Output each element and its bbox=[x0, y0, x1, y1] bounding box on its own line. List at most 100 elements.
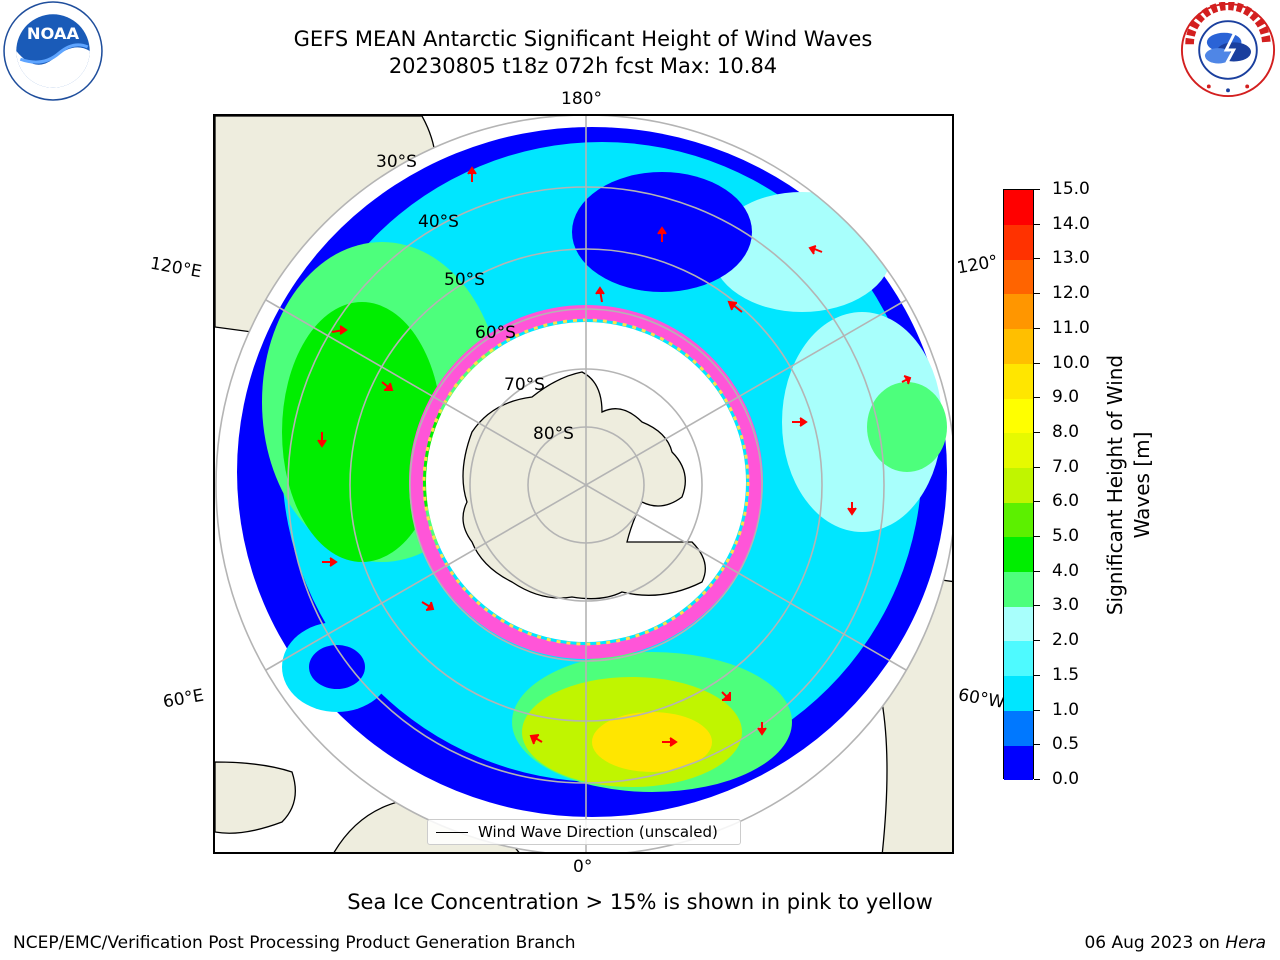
colorbar-tick-label: 12.0 bbox=[1052, 283, 1090, 304]
lon-label-60e: 60°E bbox=[161, 685, 206, 713]
arrow bbox=[792, 417, 808, 427]
arrow bbox=[901, 375, 912, 385]
legend-line-swatch bbox=[436, 832, 468, 833]
colorbar-tick bbox=[1034, 709, 1040, 711]
sea-ice-note: Sea Ice Concentration > 15% is shown in … bbox=[347, 890, 933, 914]
colorbar-tick-label: 6.0 bbox=[1052, 491, 1080, 512]
colorbar-segment bbox=[1004, 502, 1033, 538]
colorbar-segment bbox=[1004, 745, 1033, 781]
colorbar-segment bbox=[1004, 259, 1033, 295]
lat-label-40s: 40°S bbox=[418, 212, 459, 232]
colorbar-tick bbox=[1034, 327, 1040, 329]
wind-wave-arrows bbox=[317, 166, 912, 747]
lat-label-30s: 30°S bbox=[376, 152, 417, 172]
lat-label-50s: 50°S bbox=[444, 270, 485, 290]
arrow bbox=[331, 325, 348, 335]
lon-label-120w: 120° bbox=[955, 251, 1000, 279]
lon-label-180: 180° bbox=[561, 89, 602, 109]
colorbar-segment bbox=[1004, 641, 1033, 677]
colorbar-tick-label: 11.0 bbox=[1052, 317, 1090, 338]
colorbar-title-line2: Waves [m] bbox=[1130, 431, 1154, 539]
colorbar-segment bbox=[1004, 398, 1033, 434]
colorbar-tick bbox=[1034, 536, 1040, 538]
colorbar-segment bbox=[1004, 363, 1033, 399]
arrow bbox=[657, 226, 667, 242]
colorbar-tick-label: 1.5 bbox=[1052, 664, 1080, 685]
arrow bbox=[529, 734, 543, 745]
arrow bbox=[467, 166, 477, 182]
colorbar-tick bbox=[1034, 570, 1040, 572]
colorbar-tick bbox=[1034, 397, 1040, 399]
arrow bbox=[381, 381, 394, 391]
colorbar-tick bbox=[1034, 466, 1040, 468]
arrow bbox=[727, 300, 743, 313]
arrow bbox=[317, 432, 327, 448]
chart-title: GEFS MEAN Antarctic Significant Height o… bbox=[293, 27, 873, 51]
colorbar-tick bbox=[1034, 501, 1040, 503]
colorbar-tick bbox=[1034, 293, 1040, 295]
colorbar-tick-label: 8.0 bbox=[1052, 421, 1080, 442]
chart-subtitle: 20230805 t18z 072h fcst Max: 10.84 bbox=[388, 54, 778, 78]
colorbar-segment bbox=[1004, 467, 1033, 503]
map-panel bbox=[213, 114, 954, 854]
lon-label-0: 0° bbox=[573, 857, 593, 877]
graticule bbox=[215, 116, 952, 852]
colorbar-tick bbox=[1034, 362, 1040, 364]
noaa-logo-text: NOAA bbox=[27, 24, 80, 43]
colorbar-tick-label: 2.0 bbox=[1052, 630, 1080, 651]
lon-label-120e: 120°E bbox=[148, 253, 204, 283]
colorbar-tick bbox=[1034, 779, 1040, 780]
footer-date-text: 06 Aug 2023 on bbox=[1084, 933, 1226, 953]
colorbar-tick-label: 4.0 bbox=[1052, 560, 1080, 581]
colorbar-tick-label: 15.0 bbox=[1052, 179, 1090, 199]
colorbar-tick bbox=[1034, 431, 1040, 433]
colorbar-tick-label: 7.0 bbox=[1052, 456, 1080, 477]
colorbar-segment bbox=[1004, 294, 1033, 330]
colorbar-segment bbox=[1004, 606, 1033, 642]
arrow bbox=[721, 691, 731, 701]
colorbar-segment bbox=[1004, 432, 1033, 468]
footer-branch: NCEP/EMC/Verification Post Processing Pr… bbox=[13, 933, 576, 953]
colorbar-segment bbox=[1004, 710, 1033, 746]
colorbar-segment bbox=[1004, 328, 1033, 364]
lon-label-60w: 60°W bbox=[956, 685, 1007, 713]
colorbar bbox=[1003, 189, 1034, 781]
africa-land bbox=[215, 761, 296, 834]
colorbar-tick-label: 0.5 bbox=[1052, 734, 1080, 755]
footer-machine: Hera bbox=[1225, 933, 1266, 953]
colorbar-tick-label: 10.0 bbox=[1052, 352, 1090, 373]
arrow bbox=[595, 286, 605, 303]
lat-label-80s: 80°S bbox=[533, 424, 574, 444]
colorbar-title-line1: Significant Height of Wind bbox=[1103, 354, 1127, 616]
colorbar-tick bbox=[1034, 640, 1040, 642]
lat-label-70s: 70°S bbox=[504, 375, 545, 395]
colorbar-segment bbox=[1004, 537, 1033, 573]
nws-logo bbox=[1180, 2, 1276, 98]
colorbar-tick bbox=[1034, 189, 1040, 190]
colorbar-tick bbox=[1034, 744, 1040, 746]
colorbar-tick bbox=[1034, 674, 1040, 676]
colorbar-segment bbox=[1004, 190, 1033, 225]
colorbar-tick-label: 9.0 bbox=[1052, 387, 1080, 408]
arrow bbox=[421, 601, 435, 611]
colorbar-tick bbox=[1034, 605, 1040, 607]
colorbar-segment bbox=[1004, 224, 1033, 260]
arrow bbox=[662, 737, 678, 747]
arrow bbox=[808, 245, 823, 255]
footer-date: 06 Aug 2023 on Hera bbox=[1084, 933, 1266, 953]
colorbar-segment bbox=[1004, 675, 1033, 711]
colorbar-tick-label: 1.0 bbox=[1052, 699, 1080, 720]
arrow bbox=[322, 557, 338, 567]
arrow bbox=[757, 722, 767, 736]
colorbar-tick-label: 3.0 bbox=[1052, 595, 1080, 616]
colorbar-tick-label: 14.0 bbox=[1052, 213, 1090, 234]
colorbar-tick-label: 0.0 bbox=[1052, 769, 1080, 789]
arrow bbox=[847, 502, 857, 516]
lat-label-60s: 60°S bbox=[475, 323, 516, 343]
colorbar-tick bbox=[1034, 223, 1040, 225]
noaa-logo: NOAA bbox=[3, 1, 103, 101]
colorbar-title: Significant Height of Wind Waves [m] bbox=[1102, 355, 1156, 615]
legend-label: Wind Wave Direction (unscaled) bbox=[478, 823, 718, 841]
colorbar-tick-label: 5.0 bbox=[1052, 526, 1080, 547]
polar-map bbox=[215, 116, 952, 852]
